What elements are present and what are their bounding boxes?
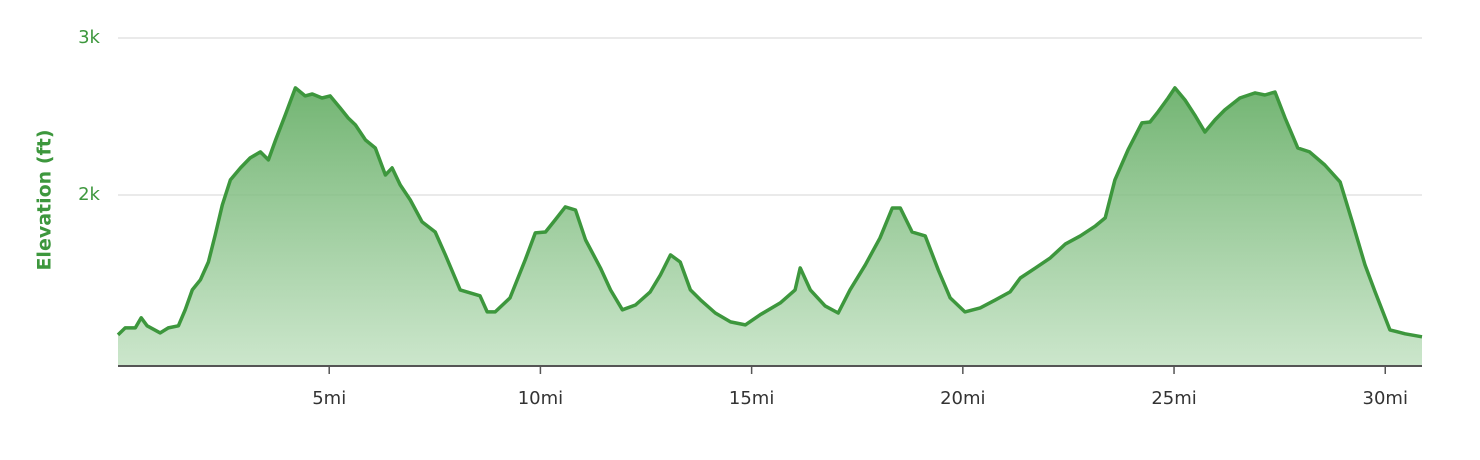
area-fill [118, 87, 1422, 367]
x-tick-label: 5mi [312, 388, 346, 409]
y-axis-title: Elevation (ft) [34, 129, 56, 270]
elevation-line [116, 86, 1423, 339]
x-tick-label: 15mi [729, 388, 774, 409]
x-tick-label: 10mi [518, 388, 563, 409]
y-tick-label: 2k [78, 184, 100, 205]
x-tick-label: 25mi [1151, 388, 1196, 409]
x-tick-label: 20mi [940, 388, 985, 409]
y-tick-label: 3k [78, 27, 100, 48]
x-tick-label: 30mi [1363, 388, 1408, 409]
